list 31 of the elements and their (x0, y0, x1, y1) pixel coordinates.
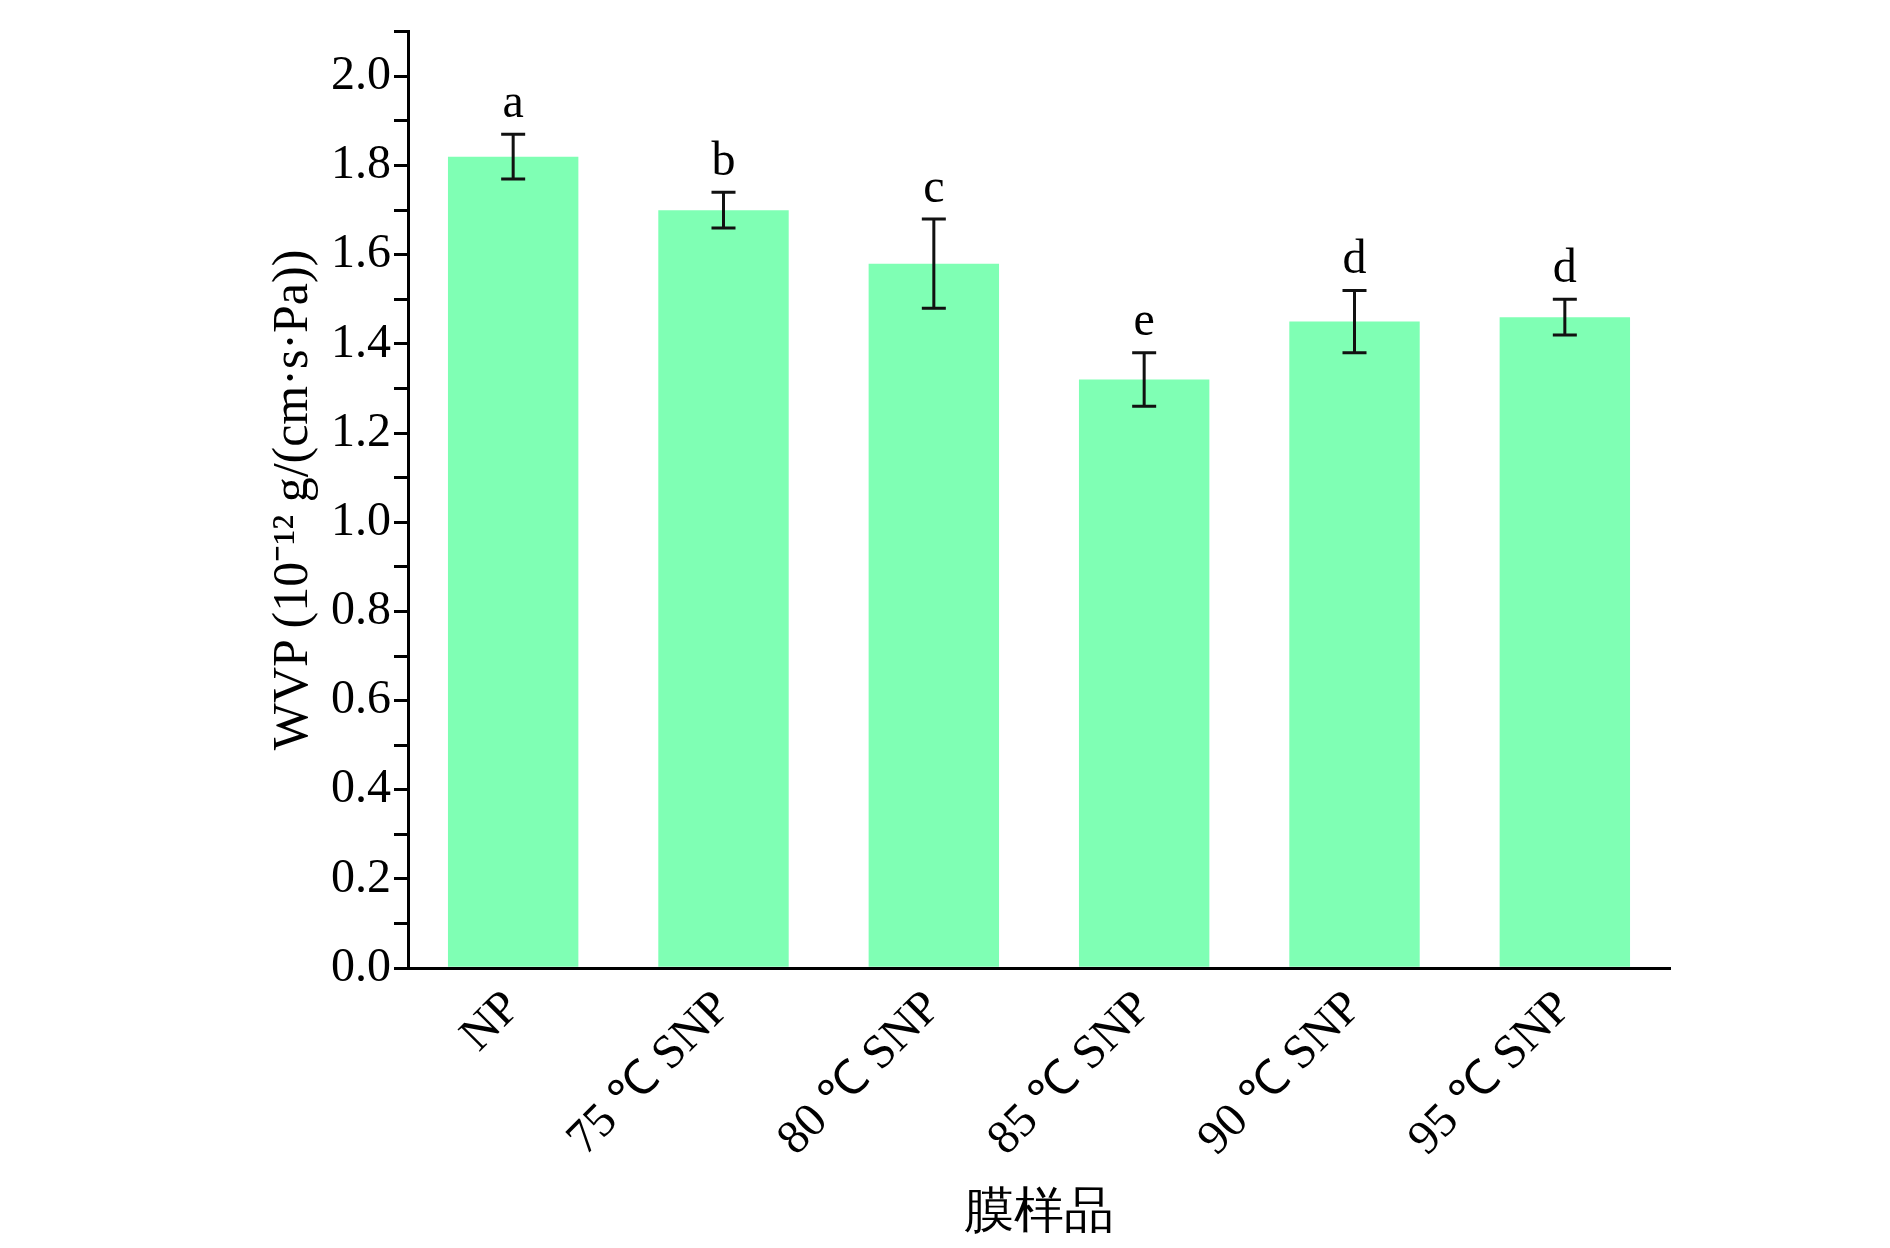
bar (1499, 317, 1631, 967)
x-tick-label: 90 ℃ SNP (1185, 979, 1371, 1164)
annotation: d (1342, 230, 1367, 284)
x-tick-label: 80 ℃ SNP (765, 979, 950, 1164)
x-tick-label: NP (448, 979, 530, 1060)
bar (447, 156, 579, 967)
y-tick-label: 1.2 (331, 402, 391, 456)
y-tick-label: 1.4 (331, 313, 391, 367)
y-tick-label: 0.6 (331, 670, 391, 724)
annotation: b (711, 131, 736, 185)
y-tick-label: 1.8 (331, 135, 391, 189)
y-tick-label: 0.4 (331, 759, 391, 813)
y-axis-title: WVP (10⁻¹² g/(cm·s·Pa)) (262, 249, 319, 751)
y-tick-label: 1.0 (331, 491, 391, 545)
bar (1078, 379, 1210, 967)
bar (1289, 321, 1420, 967)
annotation: a (502, 73, 524, 127)
annotation: d (1552, 238, 1577, 292)
annotation: c (923, 158, 945, 212)
x-axis-title: 膜样品 (964, 1182, 1114, 1239)
annotation: e (1133, 292, 1155, 346)
y-tick-label: 0.8 (331, 581, 391, 635)
y-tick-label: 0.0 (331, 937, 391, 991)
y-tick-label: 0.2 (331, 848, 391, 902)
x-tick-label: 75 ℃ SNP (554, 979, 740, 1164)
y-tick-label: 1.6 (331, 224, 391, 278)
x-tick-label: 95 ℃ SNP (1396, 979, 1581, 1164)
bar (658, 210, 789, 967)
bar (868, 263, 1000, 967)
y-tick-label: 2.0 (331, 46, 391, 99)
x-tick-label: 85 ℃ SNP (975, 979, 1161, 1164)
